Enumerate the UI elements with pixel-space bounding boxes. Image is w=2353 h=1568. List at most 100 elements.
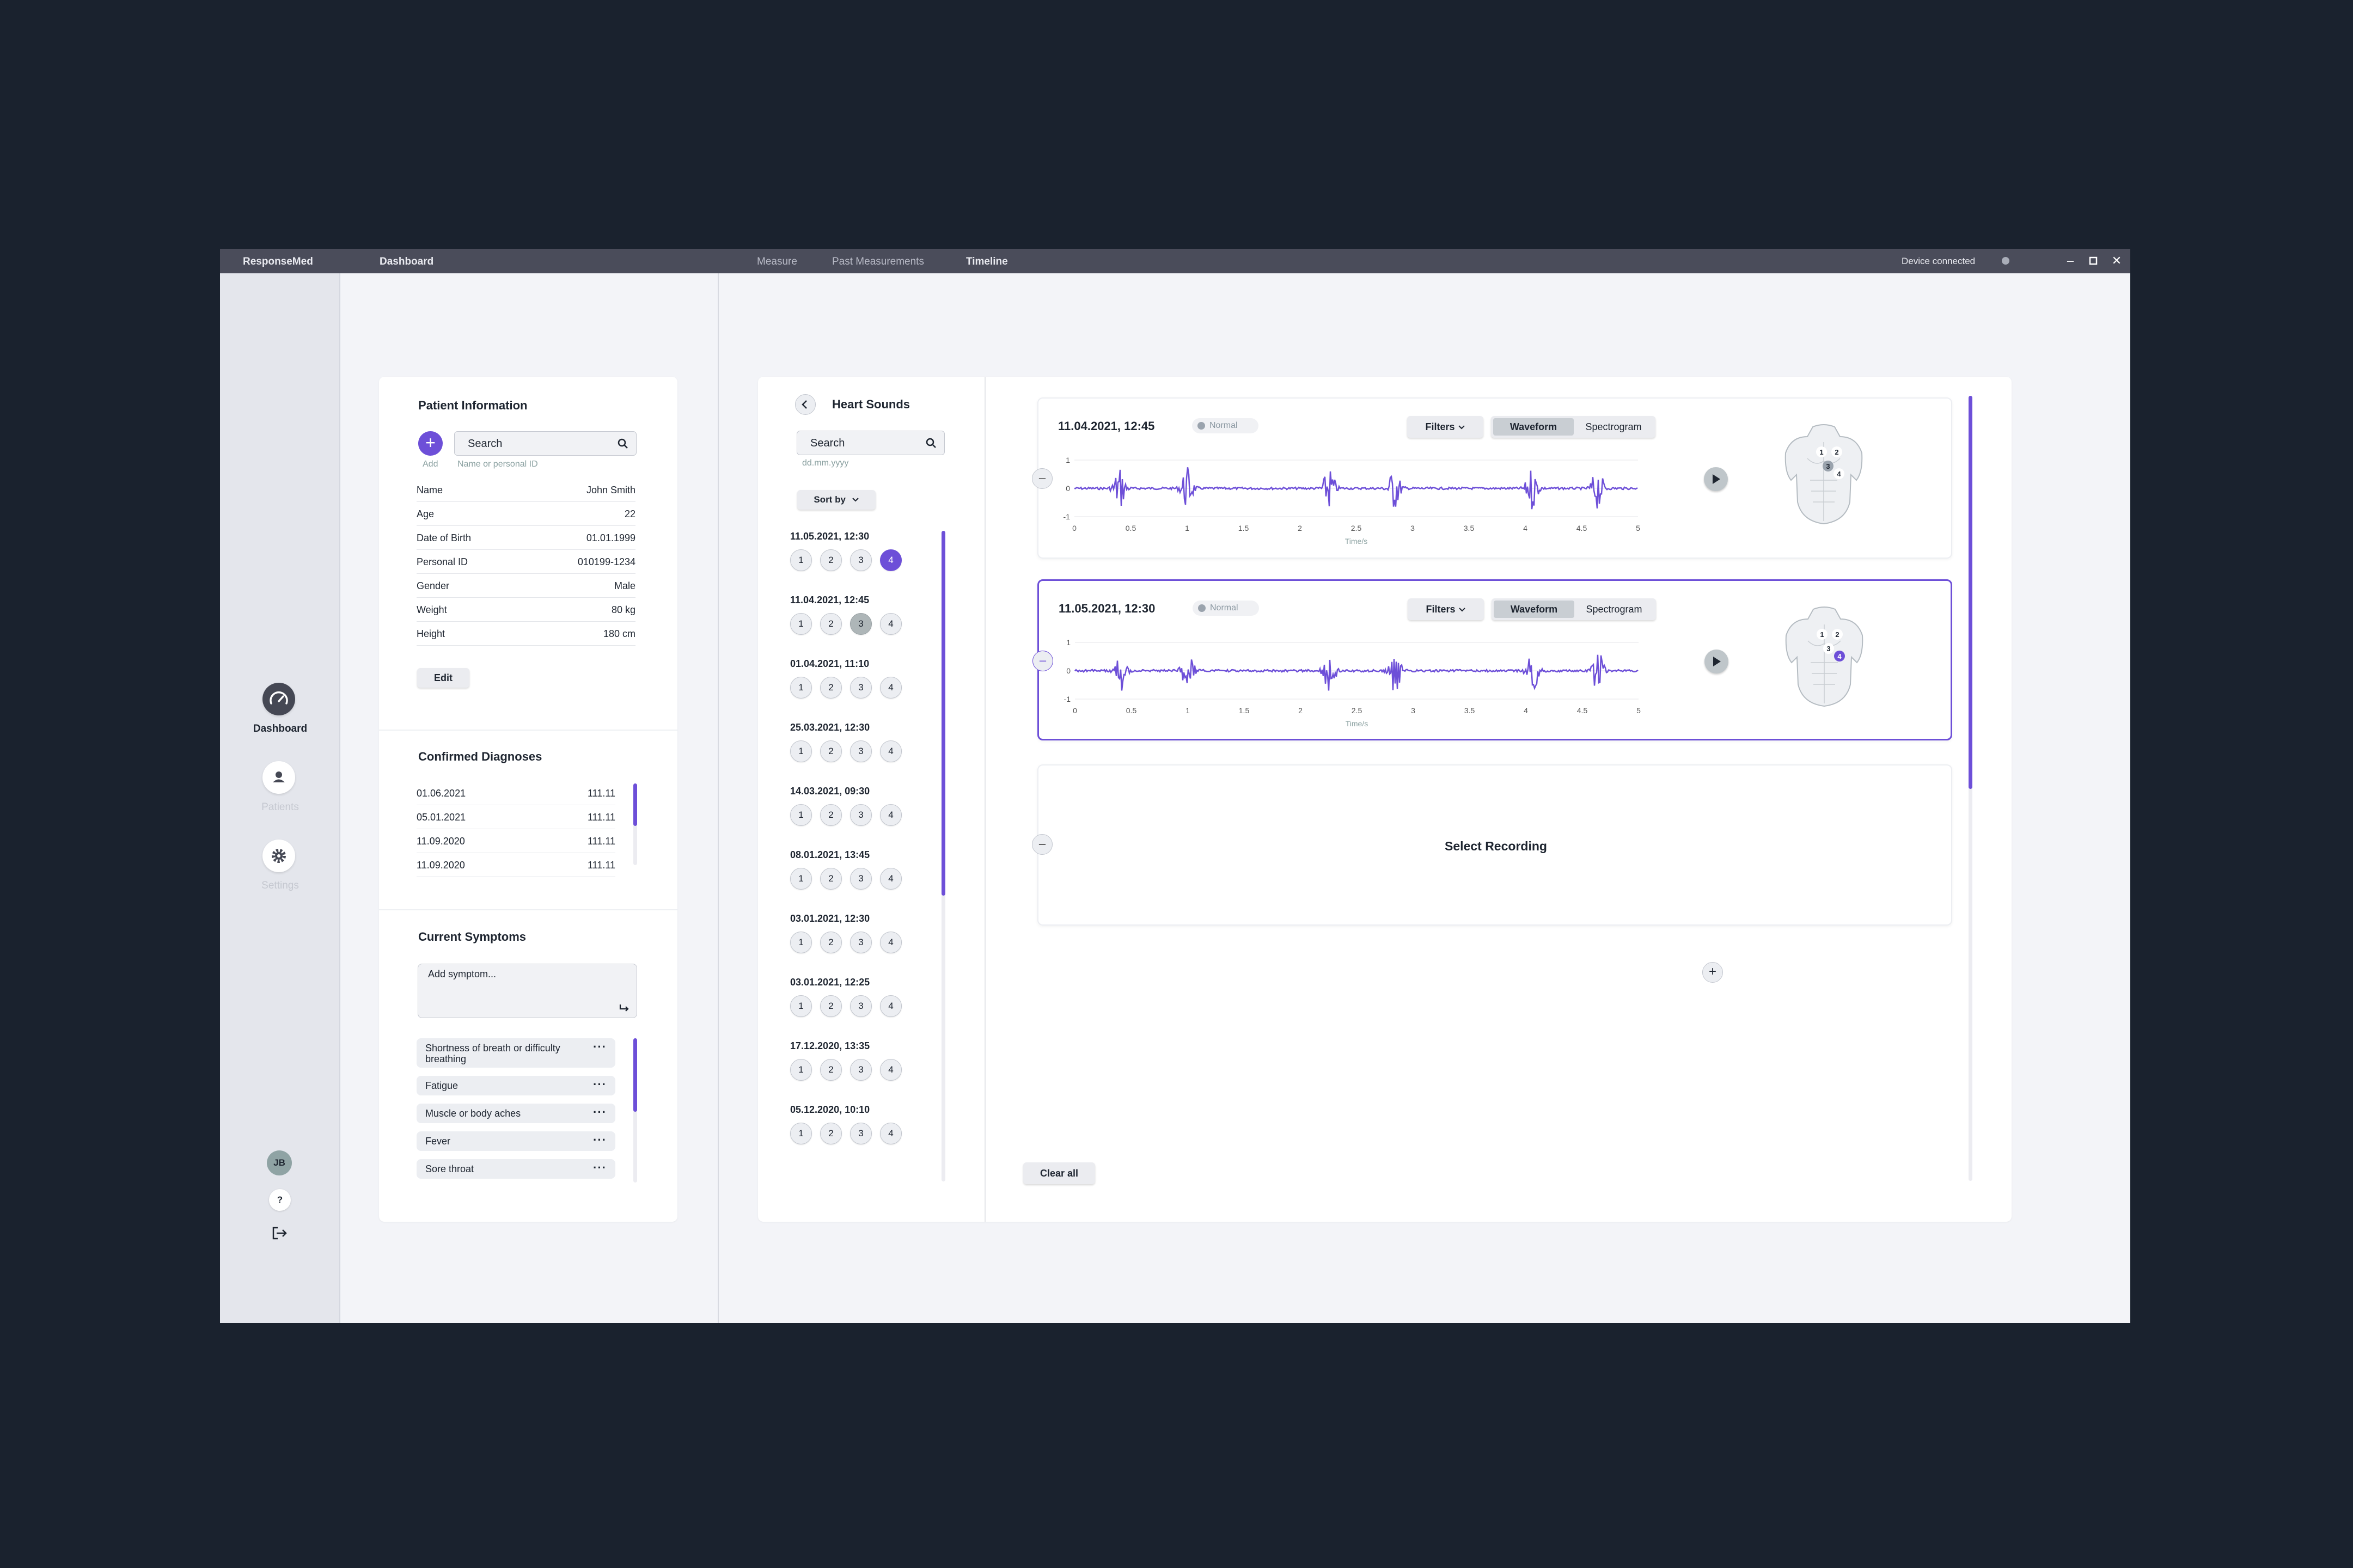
position-button[interactable]: 4: [880, 613, 902, 635]
position-button[interactable]: 1: [790, 740, 812, 762]
torso-diagram[interactable]: 1 234: [1781, 603, 1873, 712]
date-search-input[interactable]: Search: [797, 431, 945, 455]
measurement-date[interactable]: 14.03.2021, 09:30: [790, 786, 870, 797]
diagnosis-row[interactable]: 11.09.2020 111.11: [417, 853, 615, 877]
measurement-date[interactable]: 03.01.2021, 12:25: [790, 977, 870, 988]
sort-button[interactable]: Sort by: [797, 490, 876, 510]
position-button[interactable]: 2: [820, 740, 842, 762]
symptom-item[interactable]: Fatigue ···: [417, 1076, 615, 1095]
avatar[interactable]: JB: [267, 1150, 292, 1175]
maximize-icon[interactable]: [2085, 253, 2101, 269]
measurement-date[interactable]: 01.04.2021, 11:10: [790, 658, 870, 669]
position-button[interactable]: 4: [880, 804, 902, 826]
position-button[interactable]: 3: [850, 1059, 872, 1081]
position-button[interactable]: 2: [820, 1123, 842, 1144]
position-button[interactable]: 4: [880, 995, 902, 1017]
patients-nav-button[interactable]: [262, 761, 295, 794]
play-button[interactable]: [1704, 467, 1728, 491]
dashboard-nav-button[interactable]: [262, 683, 295, 715]
symptom-item[interactable]: Muscle or body aches ···: [417, 1104, 615, 1123]
position-button[interactable]: 1: [790, 804, 812, 826]
diagnoses-scrollbar[interactable]: [633, 783, 637, 865]
settings-nav-button[interactable]: [262, 840, 295, 872]
spectrogram-tab[interactable]: Spectrogram: [1585, 421, 1642, 432]
position-button[interactable]: 3: [850, 995, 872, 1017]
add-patient-button[interactable]: +: [418, 431, 443, 456]
position-button[interactable]: 1: [790, 1123, 812, 1144]
position-button[interactable]: 3: [850, 1123, 872, 1144]
position-button[interactable]: 2: [820, 868, 842, 890]
spectrogram-tab[interactable]: Spectrogram: [1586, 604, 1642, 615]
position-button[interactable]: 2: [820, 804, 842, 826]
position-button[interactable]: 4: [880, 1123, 902, 1144]
position-button[interactable]: 1: [790, 677, 812, 699]
measurement-date[interactable]: 05.12.2020, 10:10: [790, 1104, 870, 1115]
position-button[interactable]: 2: [820, 1059, 842, 1081]
more-icon[interactable]: ···: [593, 1077, 607, 1091]
recording-panel[interactable]: – 11.04.2021, 12:45 Normal Filters Wavef…: [1032, 397, 1952, 559]
position-button[interactable]: 1: [790, 868, 812, 890]
recordings-scrollbar[interactable]: [1969, 396, 1972, 1181]
position-button[interactable]: 1: [790, 613, 812, 635]
position-button[interactable]: 3: [850, 868, 872, 890]
recording-panel[interactable]: – 11.05.2021, 12:30 Normal Filters Wavef…: [1032, 579, 1952, 740]
position-button[interactable]: 4: [880, 549, 902, 571]
collapse-button[interactable]: –: [1032, 834, 1053, 855]
measurement-date[interactable]: 03.01.2021, 12:30: [790, 913, 870, 924]
position-button[interactable]: 3: [850, 740, 872, 762]
position-button[interactable]: 4: [880, 1059, 902, 1081]
symptom-item[interactable]: Sore throat ···: [417, 1159, 615, 1179]
position-button[interactable]: 4: [880, 868, 902, 890]
torso-diagram[interactable]: 1 234: [1780, 420, 1873, 529]
more-icon[interactable]: ···: [593, 1040, 607, 1054]
diagnosis-row[interactable]: 05.01.2021 111.11: [417, 805, 615, 829]
patient-search-input[interactable]: Search: [454, 431, 637, 456]
logout-icon[interactable]: [270, 1223, 290, 1243]
sidebar-item-patients[interactable]: Patients: [261, 801, 299, 813]
add-recording-button[interactable]: +: [1702, 962, 1723, 983]
empty-recording-slot[interactable]: – Select Recording: [1032, 764, 1952, 926]
collapse-button[interactable]: –: [1032, 651, 1053, 671]
filters-dropdown[interactable]: Filters: [1407, 416, 1483, 438]
filters-dropdown[interactable]: Filters: [1408, 598, 1484, 620]
position-button[interactable]: 1: [790, 932, 812, 953]
more-icon[interactable]: ···: [593, 1161, 607, 1174]
nav-timeline[interactable]: Timeline: [966, 256, 1008, 267]
play-button[interactable]: [1704, 650, 1728, 673]
minimize-icon[interactable]: –: [2067, 254, 2074, 267]
nav-measure[interactable]: Measure: [757, 256, 797, 267]
position-button[interactable]: 2: [820, 549, 842, 571]
close-icon[interactable]: ✕: [2111, 254, 2122, 267]
back-button[interactable]: [795, 394, 816, 415]
help-button[interactable]: ?: [269, 1189, 291, 1211]
collapse-button[interactable]: –: [1032, 468, 1053, 489]
more-icon[interactable]: ···: [593, 1133, 607, 1147]
position-button[interactable]: 3: [850, 549, 872, 571]
position-button[interactable]: 4: [880, 932, 902, 953]
waveform-tab[interactable]: Waveform: [1494, 601, 1574, 618]
measurement-date[interactable]: 11.05.2021, 12:30: [790, 531, 870, 542]
measurement-date[interactable]: 17.12.2020, 13:35: [790, 1040, 870, 1051]
sidebar-item-dashboard[interactable]: Dashboard: [253, 723, 308, 734]
position-button[interactable]: 3: [850, 677, 872, 699]
position-button[interactable]: 4: [880, 740, 902, 762]
symptom-item[interactable]: Shortness of breath or difficulty breath…: [417, 1038, 615, 1068]
position-button[interactable]: 2: [820, 995, 842, 1017]
diagnosis-row[interactable]: 01.06.2021 111.11: [417, 781, 615, 805]
symptoms-scrollbar[interactable]: [633, 1038, 637, 1183]
add-symptom-input[interactable]: Add symptom...: [418, 964, 637, 1018]
clear-all-button[interactable]: Clear all: [1023, 1162, 1095, 1184]
position-button[interactable]: 1: [790, 549, 812, 571]
measurement-scrollbar[interactable]: [942, 531, 945, 1181]
position-button[interactable]: 2: [820, 613, 842, 635]
position-button[interactable]: 3: [850, 613, 872, 635]
position-button[interactable]: 2: [820, 677, 842, 699]
edit-button[interactable]: Edit: [417, 668, 469, 688]
nav-past-measurements[interactable]: Past Measurements: [832, 256, 924, 267]
sidebar-item-settings[interactable]: Settings: [261, 880, 299, 891]
measurement-date[interactable]: 11.04.2021, 12:45: [790, 595, 870, 605]
submit-icon[interactable]: [618, 1002, 631, 1013]
position-button[interactable]: 4: [880, 677, 902, 699]
measurement-date[interactable]: 25.03.2021, 12:30: [790, 722, 870, 733]
more-icon[interactable]: ···: [593, 1105, 607, 1119]
